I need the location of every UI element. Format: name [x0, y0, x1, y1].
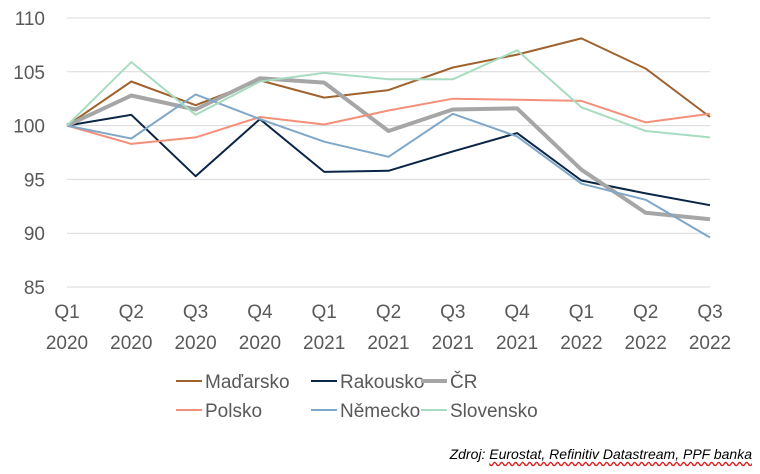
y-tick-label: 110: [15, 9, 45, 30]
y-tick-label: 105: [13, 63, 45, 84]
y-axis-ticks: 85 90 95 100 105 110: [13, 9, 45, 299]
source-prefix: Zdroj:: [449, 446, 490, 462]
x-tick-quarter: Q3: [440, 302, 465, 323]
x-tick-year: 2020: [110, 333, 152, 354]
y-tick-label: 95: [24, 170, 45, 191]
gridlines: [67, 17, 710, 288]
x-tick-quarter: Q2: [633, 302, 658, 323]
legend-label: Německo: [340, 401, 420, 422]
x-tick-quarter: Q4: [247, 302, 273, 323]
y-tick-label: 90: [24, 224, 45, 245]
series-line-4: [66, 97, 711, 145]
x-tick-quarter: Q2: [119, 302, 144, 323]
x-tick-year: 2022: [560, 333, 602, 354]
series-lines: [66, 37, 711, 239]
x-tick-year: 2020: [239, 333, 281, 354]
source-text: Eurostat, Refinitiv Datastream, PPF bank…: [489, 446, 752, 462]
x-tick-quarter: Q1: [569, 302, 594, 323]
x-tick-quarter: Q4: [504, 302, 530, 323]
legend-label: ČR: [450, 371, 477, 393]
x-tick-year: 2021: [432, 333, 474, 354]
x-tick-quarter: Q2: [376, 302, 401, 323]
x-tick-quarter: Q3: [183, 302, 208, 323]
x-tick-quarter: Q1: [54, 302, 79, 323]
x-tick-year: 2022: [625, 333, 667, 354]
x-tick-year: 2020: [46, 333, 88, 354]
x-tick-year: 2022: [689, 333, 731, 354]
y-tick-label: 100: [13, 117, 45, 138]
x-axis-ticks: Q1 2020 Q2 2020 Q3 2020 Q4 2020 Q1 2021 Q2 2021 Q3 20…: [46, 302, 731, 354]
x-tick-year: 2020: [174, 333, 216, 354]
legend-label: Slovensko: [450, 401, 538, 422]
legend-label: Rakousko: [340, 372, 425, 393]
series-line-3: [66, 76, 711, 222]
y-tick-label: 85: [24, 278, 45, 299]
legend: Maďarsko Rakousko ČR Polsko Německo Slovensko: [176, 371, 538, 422]
x-tick-quarter: Q3: [697, 302, 722, 323]
x-tick-year: 2021: [367, 333, 409, 354]
x-tick-year: 2021: [496, 333, 538, 354]
x-tick-year: 2021: [303, 333, 345, 354]
x-tick-quarter: Q1: [312, 302, 337, 323]
series-line-6: [66, 49, 711, 139]
series-line-5: [66, 93, 711, 239]
legend-label: Maďarsko: [205, 372, 290, 393]
source-note: Zdroj: Eurostat, Refinitiv Datastream, P…: [450, 446, 752, 462]
legend-label: Polsko: [205, 401, 262, 422]
